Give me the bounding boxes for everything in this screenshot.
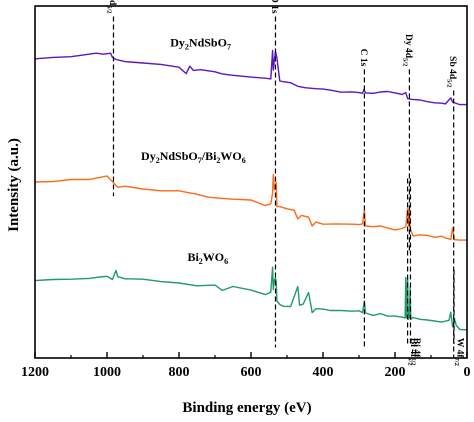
x-tick-label-1: 1200	[21, 365, 49, 380]
x-axis-label: Binding energy (eV)	[182, 400, 311, 416]
peak-marker-label-6: Bi 4f5/2	[407, 338, 419, 366]
peak-marker-label-8: W 4f7/2	[453, 338, 465, 366]
peak-marker-layer: Nd 3d5/2 O 1s C 1s Dy 4d5/2 Sb 4d5/2 Bi 4f5/2…	[105, 0, 464, 366]
x-tick-label-3: 800	[169, 365, 190, 380]
series-line-3	[34, 266, 468, 331]
series-line-1	[34, 49, 467, 106]
x-tick-label-4: 600	[241, 365, 262, 380]
curve-label-layer: Dy2NdSbO7 Dy2NdSbO7/Bi2WO6 Bi2WO6	[141, 35, 246, 266]
peak-marker-label-3: C 1s	[358, 49, 368, 67]
curve-label-2: Dy2NdSbO7/Bi2WO6	[141, 149, 246, 165]
series-line-2	[34, 173, 467, 241]
peak-marker-label-1: Nd 3d5/2	[105, 0, 117, 14]
peak-marker-label-4: Dy 4d5/2	[401, 34, 413, 66]
curve-label-1: Dy2NdSbO7	[170, 35, 231, 51]
peak-marker-label-5: Sb 4d5/2	[446, 56, 458, 87]
series-layer	[34, 49, 468, 331]
axes: 1200 1000 800 600 400 200 0	[21, 5, 471, 380]
x-tick-label-6: 200	[385, 365, 406, 380]
x-tick-label-2: 1000	[93, 365, 121, 380]
curve-label-3: Bi2WO6	[187, 250, 228, 266]
x-tick-label-7: 0	[464, 365, 471, 380]
y-axis-label: Intensity (a.u.)	[6, 138, 22, 232]
peak-marker-label-2: O 1s	[269, 0, 279, 14]
x-tick-label-5: 400	[313, 365, 334, 380]
peak-marker-label-7: Bi 4f7/2	[409, 338, 421, 366]
